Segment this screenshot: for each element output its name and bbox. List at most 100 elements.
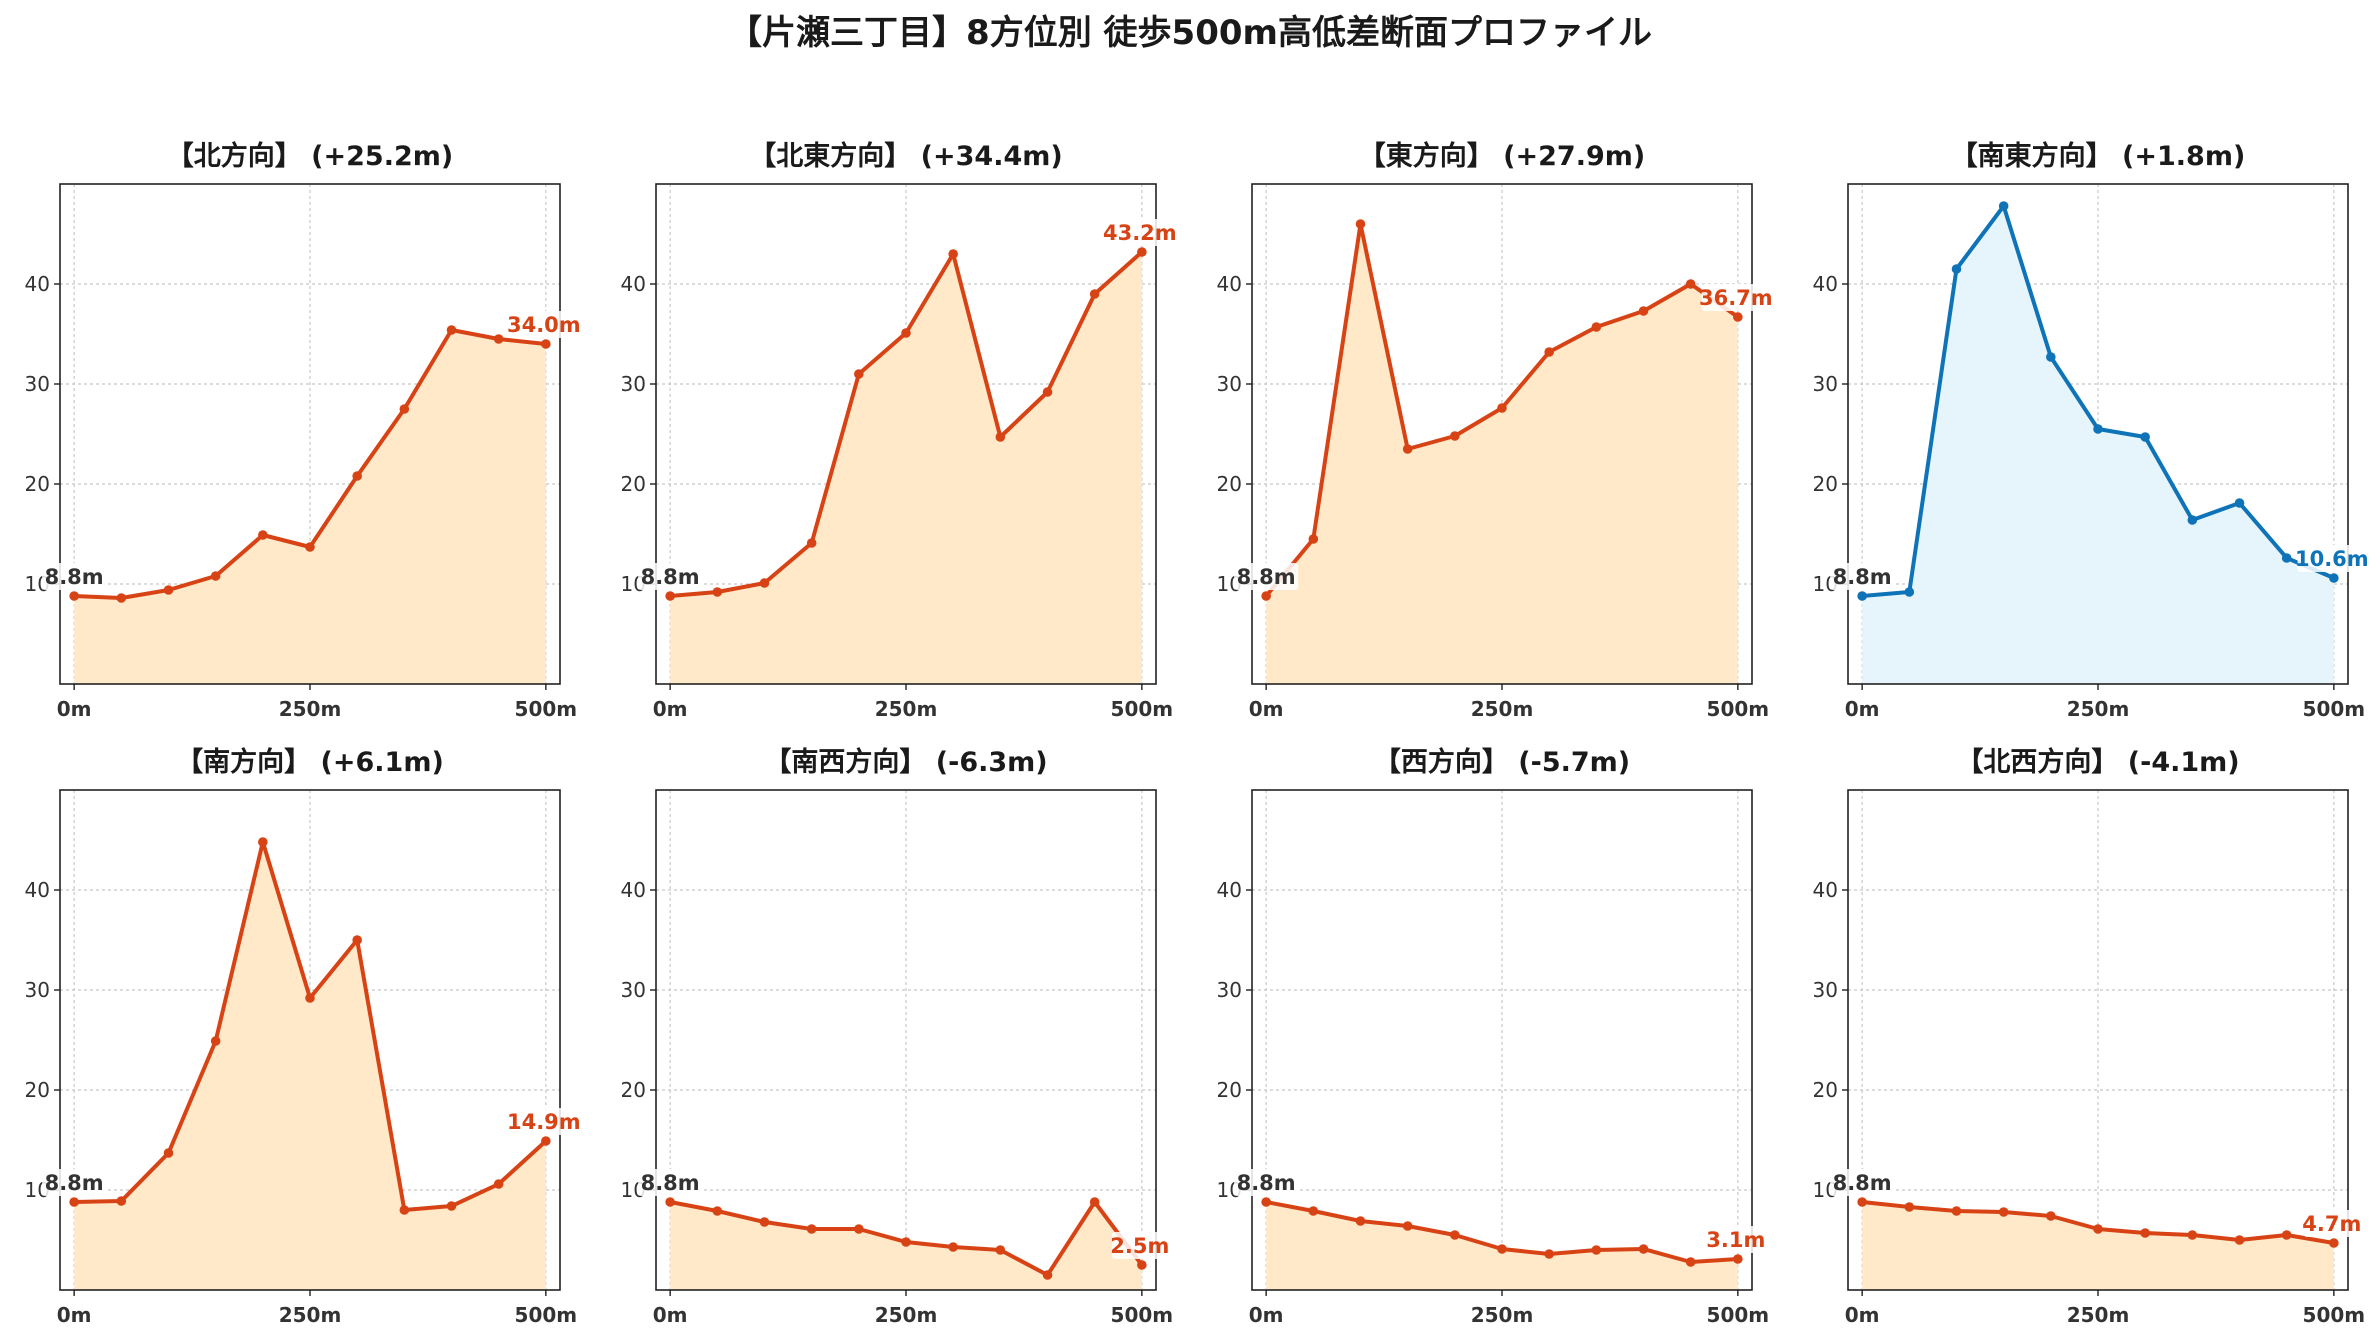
data-point (1685, 1257, 1696, 1267)
data-point (901, 328, 911, 338)
end-elevation-label: 4.7m (2302, 1212, 2361, 1236)
data-point (2329, 1238, 2339, 1248)
data-point (2093, 424, 2103, 434)
y-tick-label: 40 (1217, 878, 1242, 902)
x-tick-label: 250m (875, 1303, 938, 1327)
data-point (1857, 1197, 1867, 1207)
y-tick-label: 20 (25, 1078, 50, 1102)
data-point (1450, 431, 1460, 441)
start-elevation-label: 8.8m (1833, 565, 1892, 589)
end-label-bg (509, 1108, 579, 1135)
data-point (1261, 1197, 1271, 1207)
end-elevation-label: 36.7m (1699, 286, 1773, 310)
end-elevation-label: 10.6m (2295, 547, 2369, 571)
data-point (1089, 1197, 1100, 1207)
data-point (1497, 1244, 1507, 1254)
end-label-bg (509, 311, 579, 338)
start-elevation-label: 8.8m (45, 565, 104, 589)
end-label-bg (1105, 219, 1175, 246)
data-point (446, 1201, 457, 1211)
y-tick-label: 40 (1217, 272, 1242, 296)
data-point (399, 1205, 410, 1215)
end-label-bg (1707, 1226, 1764, 1253)
data-point (1951, 1206, 1962, 1216)
x-tick-label: 0m (1845, 697, 1880, 721)
start-elevation-label: 8.8m (1237, 1171, 1296, 1195)
data-point (1450, 1230, 1460, 1240)
data-point (854, 1224, 864, 1234)
x-tick-label: 250m (279, 1303, 342, 1327)
data-point (116, 593, 127, 603)
data-point (493, 1179, 504, 1189)
end-elevation-label: 2.5m (1110, 1234, 1169, 1258)
data-point (759, 578, 770, 588)
start-elevation-label: 8.8m (1833, 1171, 1892, 1195)
data-point (806, 1224, 817, 1234)
end-elevation-label: 3.1m (1706, 1228, 1765, 1252)
data-point (1544, 1249, 1554, 1259)
start-label-bg (638, 563, 703, 590)
end-elevation-label: 34.0m (507, 313, 581, 337)
subplot-title: 【東方向】 (+27.9m) (1359, 140, 1645, 172)
x-tick-label: 0m (57, 697, 92, 721)
x-tick-label: 250m (1471, 1303, 1534, 1327)
start-label-bg (1830, 1169, 1895, 1196)
data-point (1638, 1244, 1649, 1254)
data-point (352, 935, 362, 945)
data-point (305, 542, 315, 552)
y-tick-label: 30 (25, 372, 50, 396)
y-tick-label: 40 (1813, 878, 1838, 902)
data-point (1402, 1221, 1413, 1231)
end-label-bg (1701, 284, 1771, 311)
data-point (258, 837, 268, 847)
subplot-title: 【南西方向】 (-6.3m) (764, 746, 1047, 778)
data-point (69, 591, 79, 601)
subplot-title: 【南東方向】 (+1.8m) (1951, 140, 2246, 172)
start-label-bg (638, 1169, 703, 1196)
x-tick-label: 250m (2067, 697, 2130, 721)
data-point (446, 325, 457, 335)
data-point (901, 1237, 911, 1247)
x-tick-label: 0m (1249, 697, 1284, 721)
data-point (1042, 1270, 1053, 1280)
data-point (1638, 306, 1649, 316)
data-point (1089, 289, 1100, 299)
x-tick-label: 0m (1249, 1303, 1284, 1327)
subplot-title: 【北方向】 (+25.2m) (167, 140, 453, 172)
y-tick-label: 40 (621, 878, 646, 902)
data-point (995, 432, 1006, 442)
end-label-bg (2303, 1210, 2360, 1237)
data-point (258, 530, 268, 540)
start-label-bg (1830, 563, 1895, 590)
data-point (1951, 264, 1962, 274)
start-elevation-label: 8.8m (1237, 565, 1296, 589)
area-fill (74, 330, 546, 684)
start-label-bg (42, 563, 107, 590)
data-point (1497, 403, 1507, 413)
data-point (210, 1036, 221, 1046)
data-point (2281, 1230, 2292, 1240)
y-tick-label: 20 (621, 1078, 646, 1102)
start-elevation-label: 8.8m (641, 565, 700, 589)
end-label-bg (2297, 545, 2367, 572)
x-tick-label: 0m (1845, 1303, 1880, 1327)
data-point (2140, 1228, 2150, 1238)
data-point (1402, 444, 1413, 454)
data-point (69, 1197, 79, 1207)
subplot-title: 【北西方向】 (-4.1m) (1956, 746, 2239, 778)
data-point (1137, 1260, 1147, 1270)
x-tick-label: 250m (279, 697, 342, 721)
start-label-bg (42, 1169, 107, 1196)
y-tick-label: 20 (25, 472, 50, 496)
data-point (2234, 498, 2245, 508)
x-tick-label: 500m (1707, 697, 1770, 721)
data-point (541, 339, 551, 349)
data-point (163, 1148, 174, 1158)
y-tick-label: 40 (1813, 272, 1838, 296)
data-point (665, 591, 675, 601)
